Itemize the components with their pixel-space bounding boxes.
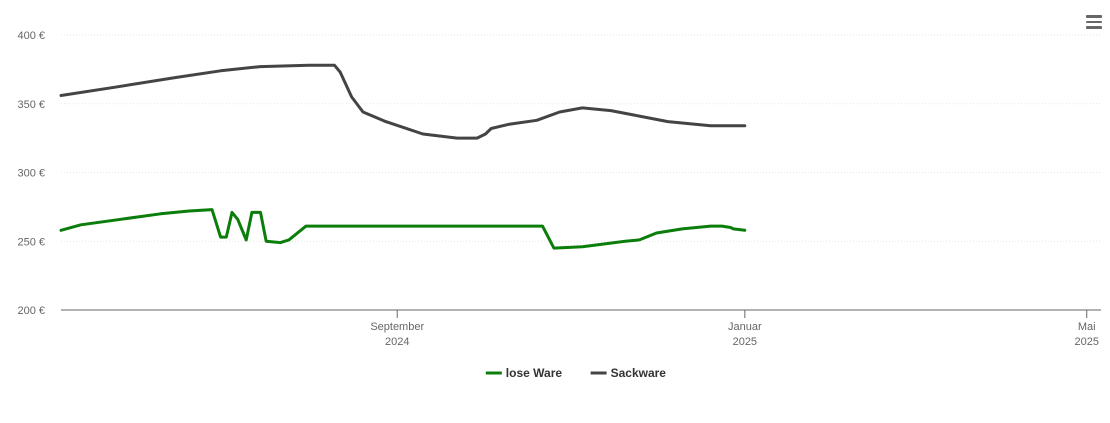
series-group — [59, 63, 747, 250]
series-line-lose-ware[interactable] — [59, 208, 747, 250]
y-tick-label: 250 € — [17, 236, 45, 248]
legend[interactable]: lose Ware Sackware — [485, 366, 667, 380]
x-tick-label: Januar — [728, 321, 762, 333]
legend-item[interactable]: Sackware — [590, 366, 667, 380]
x-axis: September 2024 Januar 2025 Mai 2025 — [61, 309, 1101, 348]
y-tick-label: 350 € — [17, 99, 45, 111]
grid — [61, 34, 1101, 242]
legend-label: lose Ware — [506, 366, 563, 380]
x-tick-label: Mai — [1078, 321, 1096, 333]
x-tick-label-year: 2025 — [733, 336, 757, 348]
hamburger-menu-icon[interactable] — [1082, 10, 1106, 34]
x-tick-label-year: 2025 — [1075, 336, 1099, 348]
x-tick-label-year: 2024 — [385, 336, 409, 348]
y-axis: 200 € 250 € 300 € 350 € 400 € — [17, 30, 45, 317]
x-tick-label: September — [370, 321, 424, 333]
legend-label: Sackware — [611, 366, 667, 380]
series-line-sackware[interactable] — [59, 63, 747, 140]
y-tick-label: 200 € — [17, 305, 45, 317]
legend-item[interactable]: lose Ware — [485, 366, 563, 380]
y-tick-label: 400 € — [17, 30, 45, 42]
y-tick-label: 300 € — [17, 168, 45, 180]
